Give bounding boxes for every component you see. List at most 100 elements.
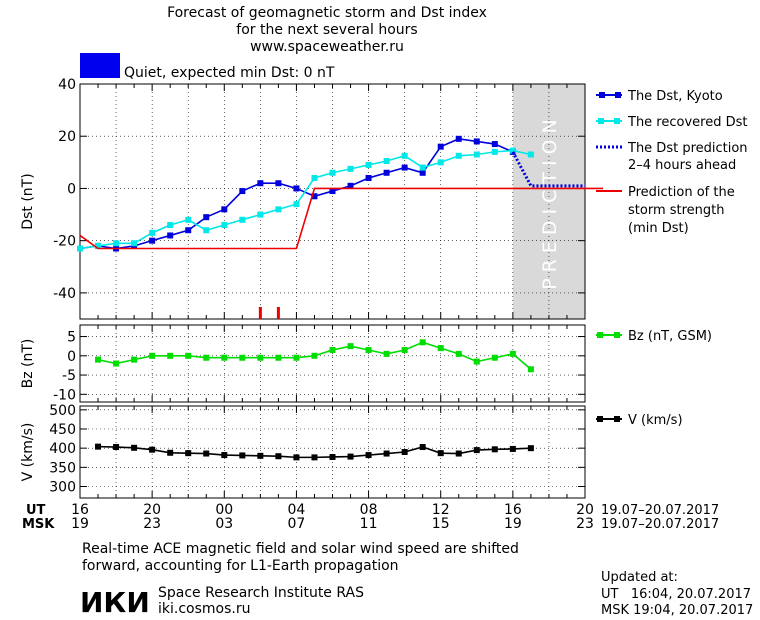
bz-series-0-point (239, 354, 246, 361)
bz-series-0-point (329, 347, 336, 354)
bz-y-tick-label: -5 (62, 368, 76, 384)
v-series-0-point (95, 443, 102, 450)
iki-logo: ИКИ (80, 586, 150, 619)
ut-date-range: 19.07–20.07.2017 (601, 503, 719, 518)
v-series-0-point (383, 450, 390, 457)
dst-series-0-point (311, 193, 318, 200)
v-y-tick-label: 350 (49, 460, 76, 476)
msk-tick-label: 23 (143, 516, 161, 532)
dst-series-1-point (311, 175, 318, 181)
msk-tick-label: 19 (71, 516, 89, 532)
legend-marker-bz (597, 332, 603, 338)
dst-series-1-point (473, 151, 480, 158)
ut-tick-label: 16 (504, 502, 522, 518)
dst-series-1-point (347, 165, 354, 172)
bz-series-0-point (221, 354, 228, 361)
v-series-0-point (347, 453, 354, 460)
dst-series-1-point (383, 158, 390, 165)
bz-series-0-point (401, 347, 408, 354)
legend-marker-v (597, 416, 603, 422)
legend-label-storm-strength-1: Prediction of the (628, 185, 735, 200)
dst-series-0-point (185, 227, 192, 234)
v-series-0-point (221, 452, 228, 459)
bz-y-tick-label: 5 (67, 330, 76, 346)
footer-note-line-2: forward, accounting for L1-Earth propaga… (82, 558, 399, 574)
v-series-0-point (293, 454, 300, 461)
dst-series-1-point (329, 169, 336, 176)
bz-y-axis-label: Bz (nT) (20, 339, 36, 389)
legend-bz: Bz (nT, GSM) (596, 329, 712, 344)
legend-label-storm-strength-2: storm strength (628, 203, 725, 218)
dst-series-2-line (511, 151, 585, 188)
legend-label-dst-prediction-1: The Dst prediction (627, 141, 748, 156)
dst-series-1-point (509, 147, 516, 154)
dst-panel: 40 20 0 -20 -40 Dst (nT) (20, 77, 604, 320)
dst-series-1-point (149, 229, 156, 236)
legend-marker-v-2 (614, 416, 620, 422)
legend-v: V (km/s) (596, 413, 683, 428)
dst-series-0-point (383, 169, 390, 176)
legend-label-recovered-dst: The recovered Dst (627, 115, 747, 130)
dst-y-tick-label: 40 (58, 77, 76, 93)
dst-series-0-point (167, 232, 174, 239)
dst-series-1-point (221, 222, 228, 228)
bz-series-0-point (131, 356, 138, 363)
v-series-0-point (257, 452, 264, 459)
dst-series-1-point (167, 222, 174, 228)
dst-series-1-point (527, 151, 534, 158)
ut-tick-label: 12 (432, 502, 450, 518)
dst-series-0-point (275, 180, 282, 187)
bz-series-0-point (383, 350, 390, 357)
dst-y-tick-label: 20 (58, 129, 76, 145)
v-y-axis-label: V (km/s) (20, 423, 36, 482)
v-plot-frame (79, 405, 586, 499)
v-series-0-point (491, 446, 498, 453)
title-line-3: www.spaceweather.ru (250, 39, 404, 55)
bz-series-0-point (257, 354, 264, 361)
bz-y-tick-label: 0 (67, 349, 76, 365)
dst-series-0-point (401, 164, 408, 171)
updated-label: Updated at: (601, 570, 678, 585)
bz-y-tick-label: -10 (53, 387, 76, 403)
v-series-0-point (401, 449, 408, 455)
legend-marker-recovered-dst (598, 118, 604, 124)
dst-series-1-point (437, 159, 444, 166)
msk-tick-label: 23 (576, 516, 594, 532)
dst-series-1-point (185, 216, 192, 223)
bz-series-0-point (167, 352, 174, 359)
institute-site: iki.cosmos.ru (158, 601, 250, 617)
dst-series-1-point (365, 161, 372, 168)
dst-series-1-point (419, 164, 426, 171)
dst-series-0-point (203, 214, 210, 221)
legend-marker-bz-2 (614, 332, 620, 338)
dst-series-1-line (79, 149, 532, 250)
legend-marker-recovered-dst-2 (614, 118, 620, 124)
dst-series-0-point (257, 180, 264, 187)
bz-series-0-point (419, 339, 426, 346)
v-y-tick-label: 300 (49, 480, 76, 496)
dst-series-1-point (113, 240, 120, 247)
msk-date-range: 19.07–20.07.2017 (601, 517, 719, 532)
ut-tick-label: 04 (288, 502, 306, 518)
v-series-0-point (239, 452, 246, 459)
bz-series-0-point (203, 354, 210, 361)
v-series-0-point (509, 445, 516, 452)
speed-panel: 500 450 400 350 300 V (km/s) (20, 403, 586, 499)
status-color-swatch (80, 53, 120, 78)
legend-marker-dst-kyoto-2 (615, 92, 621, 98)
dst-y-tick-label: 0 (67, 181, 76, 197)
legend-label-v: V (km/s) (628, 413, 683, 428)
ut-tick-label: 20 (143, 502, 161, 518)
v-y-tick-label: 450 (49, 422, 76, 438)
prediction-band-label: PREDICTION (539, 113, 561, 290)
bz-series-0-point (185, 352, 192, 359)
v-series-0-point (185, 450, 192, 457)
dst-series-0-point (239, 188, 246, 195)
dst-series-0-point (419, 169, 426, 176)
legend-label-storm-strength-3: (min Dst) (628, 221, 689, 236)
dst-series-0-point (347, 182, 354, 189)
legend-dst: The Dst, Kyoto The recovered Dst The Dst… (596, 89, 748, 236)
bz-series-0-point (365, 347, 372, 354)
v-series-0-point (527, 445, 534, 452)
